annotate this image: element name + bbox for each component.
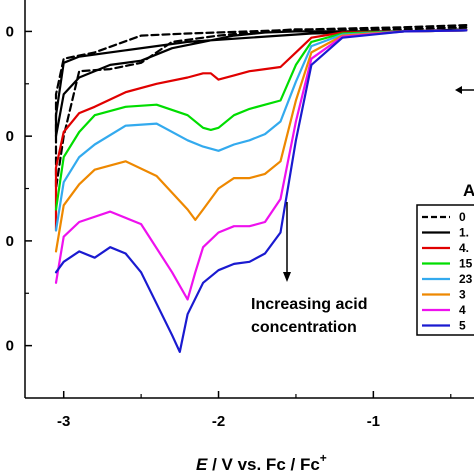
x-tick-label: -1 — [367, 413, 380, 430]
x-tick-label: -2 — [212, 413, 225, 430]
legend-label: 3 — [459, 288, 466, 302]
annotation-line-2: concentration — [251, 319, 357, 336]
annotation-line-1: Increasing acid — [251, 296, 368, 313]
series-line-23 — [54, 29, 468, 232]
series-line-4 — [54, 29, 468, 232]
legend-label: 5 — [459, 319, 466, 333]
series-line-15 — [54, 29, 468, 211]
y-tick-label: 0 — [6, 338, 14, 355]
annotation-arrowhead — [283, 272, 291, 282]
legend-label: 1. — [459, 226, 469, 240]
legend-label: 23 — [459, 272, 473, 286]
y-tick-label: 0 — [6, 23, 14, 40]
x-tick-label: -3 — [57, 413, 70, 430]
legend-title: A — [463, 181, 474, 200]
series-line-4 — [54, 29, 468, 301]
legend-label: 4 — [459, 303, 466, 317]
annotation-layer: Increasing acid concentration — [251, 86, 474, 336]
series-line-1 — [54, 28, 468, 138]
scan-arrowhead — [455, 86, 462, 94]
series-layer — [54, 24, 468, 353]
legend-box — [416, 204, 474, 336]
series-line-3 — [54, 29, 468, 253]
series-line-0 — [54, 24, 468, 190]
legend-label: 15 — [459, 257, 473, 271]
legend-label: 4. — [459, 241, 469, 255]
x-axis-title: E / V vs. Fc / Fc+ — [196, 451, 327, 474]
y-tick-label: 0 — [6, 233, 14, 250]
axes: -3 -2 -1 0 0 0 0 — [6, 0, 474, 430]
y-tick-label: 0 — [6, 128, 14, 145]
series-line-5 — [54, 29, 468, 353]
legend-label: 0 — [459, 210, 466, 224]
